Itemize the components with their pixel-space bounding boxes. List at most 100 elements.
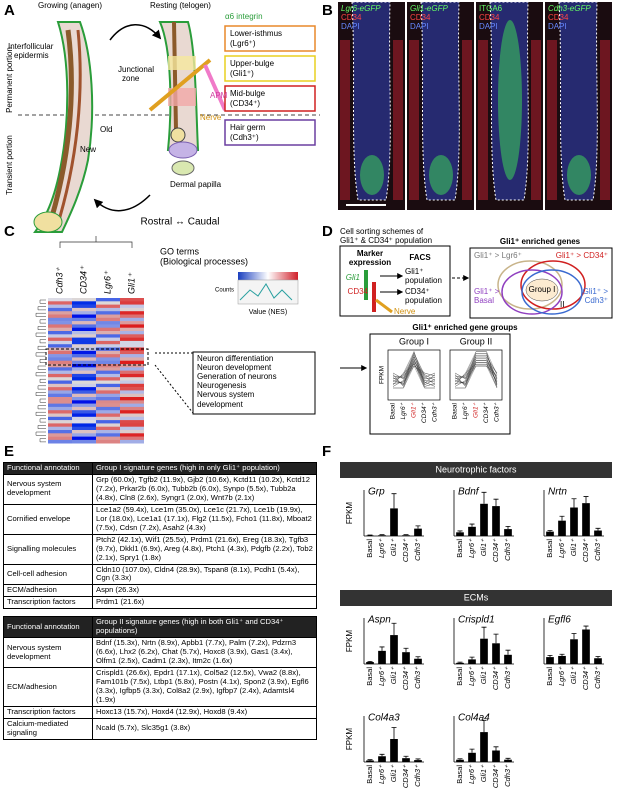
dendrogram: [39, 438, 46, 443]
highlight: [45, 348, 149, 366]
heatmap-cell: [48, 420, 72, 424]
error-bar: [481, 491, 487, 504]
heatmap-cell: [48, 298, 72, 302]
dendrogram: [35, 332, 46, 337]
heatmap-cell: [72, 324, 96, 328]
heatmap-cell: [72, 337, 96, 342]
heatmap-cell: [120, 321, 144, 325]
heatmap-cell: [96, 410, 120, 414]
label: New: [80, 145, 96, 154]
stain-label: CD34: [548, 13, 569, 22]
region-label: (Gli1⁺): [230, 69, 254, 78]
panel-label: E: [4, 443, 14, 460]
profile-line: [454, 360, 498, 383]
venn-label: Gli1⁺ >: [583, 287, 609, 296]
heatmap-cell: [48, 327, 72, 332]
bar: [402, 535, 410, 536]
bar: [456, 532, 464, 536]
error-bar: [595, 527, 601, 531]
heatmap-cell: [72, 426, 96, 431]
table-cell: ECM/adhesion: [3, 584, 93, 598]
error-bar: [469, 656, 475, 660]
heatmap-cell: [96, 334, 120, 338]
heatmap-cell: [48, 436, 72, 441]
dendrogram: [39, 299, 46, 304]
heatmap-cell: [120, 403, 144, 408]
error-bar: [505, 757, 511, 760]
error-bar: [379, 646, 385, 651]
header-cell: Functional annotation: [3, 462, 93, 475]
panel-b: Lgr6-eGFPCD34DAPIGli1-eGFPCD34DAPIITGA6C…: [338, 1, 612, 210]
label: Marker: [357, 249, 383, 258]
signal: [393, 40, 403, 200]
signal: [531, 40, 541, 200]
region-box: [224, 55, 316, 82]
heatmap-cell: [72, 387, 96, 391]
hair-shaft: [54, 29, 82, 231]
venn-label: Basal: [474, 296, 494, 305]
column-label: Lgr6⁺: [102, 270, 112, 294]
bar: [492, 506, 500, 536]
label: epidermis: [14, 51, 49, 60]
chart-title: Aspn: [367, 615, 391, 626]
heatmap-cell: [48, 304, 72, 309]
x-tick-label: Lgr6⁺: [462, 402, 469, 419]
x-tick-label: CD34⁺: [401, 764, 410, 788]
error-bar: [415, 525, 421, 529]
error-bar: [505, 525, 511, 530]
region-label: Hair germ: [230, 123, 265, 132]
heatmap-cell: [72, 370, 96, 375]
region-label: Upper-bulge: [230, 59, 275, 68]
error-bar: [493, 633, 499, 644]
heatmap-cell: [120, 344, 144, 348]
heatmap-cell: [48, 334, 72, 338]
heatmap-cell: [48, 426, 72, 431]
heatmap-cell: [120, 334, 144, 338]
heatmap-cell: [96, 433, 120, 437]
dendrogram: [35, 392, 46, 396]
heatmap-cell: [72, 298, 96, 302]
venn-set: [501, 269, 563, 315]
column-label: Gli1⁺: [126, 272, 136, 294]
x-tick-label: Lgr6⁺: [557, 666, 566, 686]
table-cell: Aspn (26.3x): [92, 584, 317, 598]
x-tick-label: CD34⁺: [483, 402, 490, 423]
chart-title: Bdnf: [458, 487, 480, 498]
stain-label: Lgr6-eGFP: [341, 4, 381, 13]
heatmap-cell: [96, 406, 120, 411]
signal: [478, 40, 488, 200]
heatmap-cell: [48, 390, 72, 394]
x-tick-label: Lgr6⁺: [377, 764, 386, 784]
table-row: Cornified envelope Lce1a2 (59.4x), Lce1m …: [3, 503, 317, 535]
x-tick-label: Cdh3⁺: [503, 538, 512, 561]
venn-label: Gli1⁺ > CD34⁺: [556, 251, 608, 260]
table-row: Calcium-mediated signaling Ncald (5.7x), …: [3, 717, 317, 740]
region-label: Mid-bulge: [230, 89, 266, 98]
heatmap-cell: [72, 367, 96, 371]
chart-title: Grp: [368, 487, 385, 498]
heatmap-cell: [72, 373, 96, 378]
heatmap-cell: [72, 364, 96, 368]
go-term: Nervous system: [197, 390, 255, 399]
table-cell: Grp (60.0x), Tgfb2 (11.9x), Gjb2 (10.6x)…: [92, 473, 317, 505]
heatmap-cell: [120, 317, 144, 322]
heatmap-cell: [120, 301, 144, 305]
heatmap-cell: [48, 380, 72, 385]
error-bar: [391, 622, 397, 636]
x-tick-label: Gli1⁺: [389, 666, 398, 684]
table-row: Nervous system development Bdnf (15.3x), …: [3, 637, 317, 669]
table-row: Signalling molecules Ptch2 (42.1x), Wif1 …: [3, 533, 317, 565]
x-tick-label: CD34⁺: [491, 666, 500, 690]
heatmap-cell: [72, 406, 96, 411]
table-cell: Bdnf (15.3x), Nrtn (8.9x), Apbb1 (7.7x),…: [92, 637, 317, 669]
dendrogram: [39, 339, 46, 344]
x-tick-label: Gli1⁺: [569, 666, 578, 684]
d-title: Gli1⁺ & CD34⁺ population: [340, 236, 432, 245]
table-cell: Cornified envelope: [3, 503, 93, 535]
heatmap-cell: [48, 331, 72, 335]
heatmap-cell: [96, 413, 120, 418]
x-tick-label: Lgr6⁺: [377, 666, 386, 686]
dendrogram: [39, 319, 46, 324]
error-bar: [481, 720, 487, 733]
heatmap-cell: [48, 406, 72, 411]
